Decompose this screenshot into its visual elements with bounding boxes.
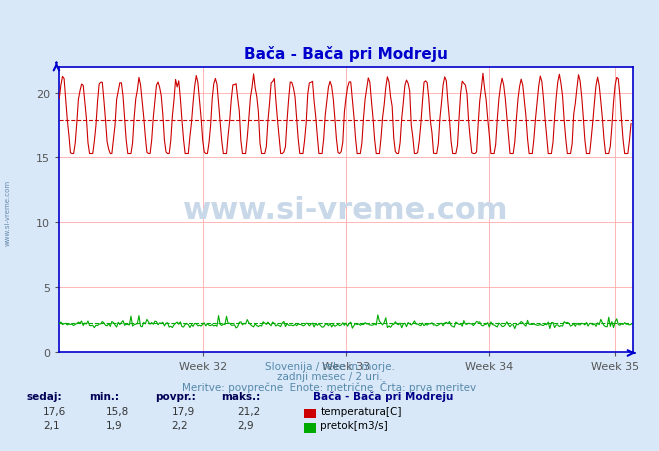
Text: 17,9: 17,9: [171, 406, 194, 416]
Text: zadnji mesec / 2 uri.: zadnji mesec / 2 uri.: [277, 371, 382, 381]
Text: 2,9: 2,9: [237, 420, 254, 430]
Text: 1,9: 1,9: [105, 420, 122, 430]
Text: temperatura[C]: temperatura[C]: [320, 406, 402, 416]
Text: 2,2: 2,2: [171, 420, 188, 430]
Text: 15,8: 15,8: [105, 406, 129, 416]
Text: Bača - Bača pri Modreju: Bača - Bača pri Modreju: [313, 391, 453, 401]
Text: povpr.:: povpr.:: [155, 391, 196, 401]
Text: 21,2: 21,2: [237, 406, 260, 416]
Bar: [304, 423, 316, 433]
Text: www.si-vreme.com: www.si-vreme.com: [5, 179, 11, 245]
Text: pretok[m3/s]: pretok[m3/s]: [320, 420, 388, 430]
Title: Bača - Bača pri Modreju: Bača - Bača pri Modreju: [244, 46, 448, 62]
Text: 17,6: 17,6: [43, 406, 66, 416]
Text: www.si-vreme.com: www.si-vreme.com: [183, 195, 509, 224]
Text: maks.:: maks.:: [221, 391, 260, 401]
Text: min.:: min.:: [89, 391, 119, 401]
Text: 2,1: 2,1: [43, 420, 59, 430]
Text: Slovenija / reke in morje.: Slovenija / reke in morje.: [264, 361, 395, 371]
Text: Meritve: povprečne  Enote: metrične  Črta: prva meritev: Meritve: povprečne Enote: metrične Črta:…: [183, 381, 476, 393]
Text: sedaj:: sedaj:: [26, 391, 62, 401]
Bar: [304, 409, 316, 419]
